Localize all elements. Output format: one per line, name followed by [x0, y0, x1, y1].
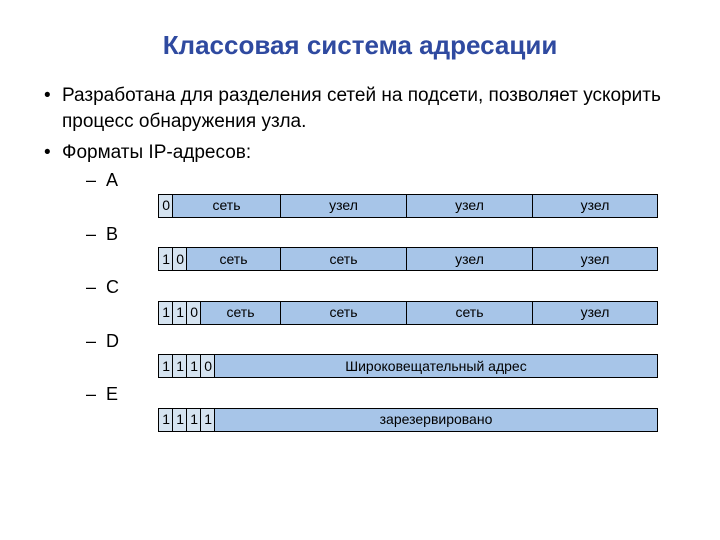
- class-item-B: B10сетьсетьузелузел: [62, 224, 680, 272]
- class-label: E: [106, 384, 680, 406]
- address-field-cell: сеть: [200, 301, 280, 325]
- class-label: C: [106, 277, 680, 299]
- address-row-A: 0сетьузелузелузел: [158, 194, 658, 218]
- prefix-bit-cell: 1: [158, 301, 172, 325]
- prefix-bit-cell: 0: [172, 247, 186, 271]
- bullet-item-description: Разработана для разделения сетей на подс…: [40, 83, 680, 134]
- address-field-cell: узел: [532, 247, 658, 271]
- address-field-cell: зарезервировано: [214, 408, 658, 432]
- address-row-E: 1111зарезервировано: [158, 408, 658, 432]
- class-label: B: [106, 224, 680, 246]
- prefix-bit-cell: 1: [158, 408, 172, 432]
- prefix-bit-cell: 1: [186, 408, 200, 432]
- address-field-cell: узел: [406, 194, 532, 218]
- class-item-C: C110сетьсетьсетьузел: [62, 277, 680, 325]
- prefix-bit-cell: 1: [200, 408, 214, 432]
- bullet-list: Разработана для разделения сетей на подс…: [40, 83, 680, 432]
- bullet-item-formats: Форматы IP-адресов: A0сетьузелузелузелB1…: [40, 140, 680, 432]
- prefix-bit-cell: 1: [172, 301, 186, 325]
- prefix-bit-cell: 1: [158, 247, 172, 271]
- class-sublist: A0сетьузелузелузелB10сетьсетьузелузелC11…: [62, 170, 680, 432]
- address-field-cell: Широковещательный адрес: [214, 354, 658, 378]
- class-label: D: [106, 331, 680, 353]
- address-row-B: 10сетьсетьузелузел: [158, 247, 658, 271]
- prefix-bit-cell: 1: [186, 354, 200, 378]
- address-field-cell: сеть: [280, 247, 406, 271]
- class-item-E: E1111зарезервировано: [62, 384, 680, 432]
- page-title: Классовая система адресации: [40, 30, 680, 61]
- address-field-cell: сеть: [406, 301, 532, 325]
- prefix-bit-cell: 1: [172, 354, 186, 378]
- address-row-C: 110сетьсетьсетьузел: [158, 301, 658, 325]
- prefix-bit-cell: 0: [186, 301, 200, 325]
- address-field-cell: сеть: [172, 194, 280, 218]
- class-item-A: A0сетьузелузелузел: [62, 170, 680, 218]
- class-item-D: D1110Широковещательный адрес: [62, 331, 680, 379]
- address-row-D: 1110Широковещательный адрес: [158, 354, 658, 378]
- bullet-item-formats-text: Форматы IP-адресов:: [62, 142, 251, 163]
- prefix-bit-cell: 1: [158, 354, 172, 378]
- prefix-bit-cell: 0: [158, 194, 172, 218]
- prefix-bit-cell: 1: [172, 408, 186, 432]
- prefix-bit-cell: 0: [200, 354, 214, 378]
- class-label: A: [106, 170, 680, 192]
- address-field-cell: сеть: [280, 301, 406, 325]
- address-field-cell: узел: [532, 301, 658, 325]
- address-field-cell: сеть: [186, 247, 280, 271]
- address-field-cell: узел: [406, 247, 532, 271]
- address-field-cell: узел: [280, 194, 406, 218]
- address-field-cell: узел: [532, 194, 658, 218]
